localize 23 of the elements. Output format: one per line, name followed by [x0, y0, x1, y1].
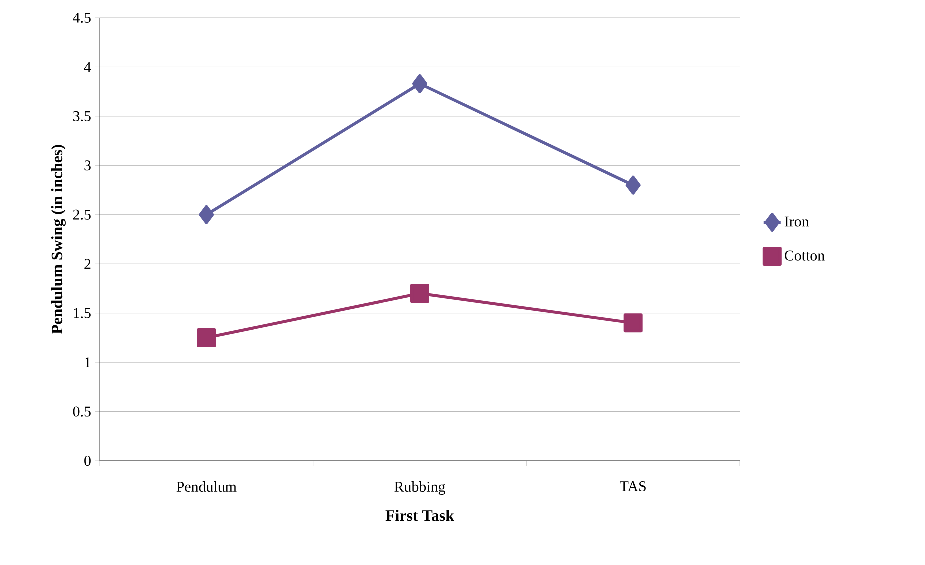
- y-tick-label: 0: [84, 456, 91, 466]
- legend-label: Cotton: [785, 250, 825, 261]
- point: [624, 314, 643, 333]
- y-tick-label: 4: [84, 62, 92, 72]
- y-tick-label: 2.5: [73, 210, 91, 220]
- point: [626, 176, 641, 195]
- y-axis-title: Pendulum Swing (in inches): [51, 145, 66, 334]
- point: [199, 205, 214, 224]
- y-tick-label: 0.5: [73, 406, 91, 417]
- x-tick-label: TAS: [620, 482, 646, 492]
- y-tick-label: 3: [84, 160, 91, 171]
- y-tick-label: 1.5: [74, 308, 91, 318]
- y-tick-label: 1: [85, 358, 91, 368]
- point: [410, 284, 430, 304]
- legend-label: Iron: [784, 216, 810, 227]
- y-tick-label: 4.5: [73, 12, 91, 24]
- y-tick-label: 3.5: [74, 111, 91, 122]
- x-tick-label: Rubbing: [394, 482, 446, 496]
- point: [412, 74, 428, 94]
- x-axis-title: First Task: [386, 510, 454, 522]
- y-tick-label: 2: [84, 259, 91, 270]
- x-tick-label: Pendulum: [176, 482, 237, 492]
- point: [197, 328, 216, 348]
